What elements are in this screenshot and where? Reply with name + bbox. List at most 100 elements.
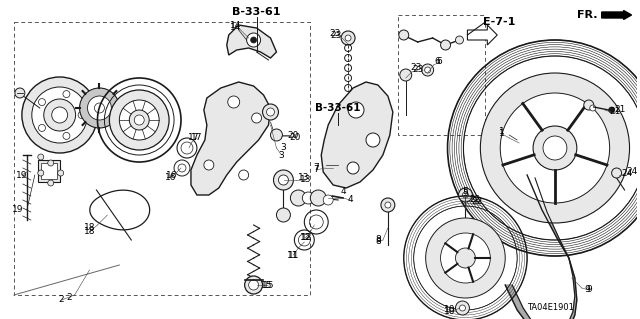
Text: 19: 19 — [16, 170, 28, 180]
Circle shape — [44, 99, 76, 131]
Circle shape — [273, 170, 293, 190]
Text: 23: 23 — [330, 31, 342, 40]
Circle shape — [79, 88, 119, 128]
Bar — [38, 160, 60, 182]
Circle shape — [440, 233, 490, 283]
Circle shape — [119, 100, 159, 140]
Text: B-33-61: B-33-61 — [316, 103, 361, 113]
Circle shape — [543, 136, 567, 160]
Circle shape — [458, 188, 472, 202]
Text: 15: 15 — [260, 280, 272, 290]
Text: 21: 21 — [614, 106, 626, 115]
Circle shape — [52, 107, 68, 123]
Text: 6: 6 — [436, 57, 442, 66]
Text: 17: 17 — [191, 133, 203, 143]
Text: 3: 3 — [278, 151, 284, 160]
Circle shape — [38, 154, 44, 160]
Circle shape — [323, 195, 333, 205]
Circle shape — [481, 73, 630, 223]
Text: 1: 1 — [499, 130, 505, 138]
Bar — [14, 22, 310, 295]
Circle shape — [456, 36, 463, 44]
Circle shape — [426, 218, 505, 298]
Text: 2: 2 — [67, 293, 72, 302]
Circle shape — [88, 96, 111, 120]
Text: 17: 17 — [188, 133, 200, 143]
Text: 6: 6 — [435, 57, 440, 66]
Text: 14: 14 — [230, 23, 241, 32]
Text: 24: 24 — [621, 169, 632, 179]
Circle shape — [345, 35, 351, 41]
Circle shape — [399, 30, 409, 40]
Polygon shape — [467, 25, 497, 45]
Circle shape — [460, 305, 465, 311]
Circle shape — [348, 102, 364, 118]
Circle shape — [129, 110, 149, 130]
Circle shape — [58, 170, 63, 176]
Circle shape — [400, 69, 412, 81]
Circle shape — [500, 93, 610, 203]
Polygon shape — [505, 175, 577, 319]
Circle shape — [134, 115, 144, 125]
Circle shape — [589, 105, 596, 111]
Text: 12: 12 — [300, 234, 311, 242]
Circle shape — [310, 190, 326, 206]
Text: 22: 22 — [470, 196, 481, 204]
Circle shape — [425, 67, 431, 73]
Text: 13: 13 — [298, 174, 309, 182]
Text: 18: 18 — [84, 227, 95, 236]
Text: 13: 13 — [300, 175, 311, 184]
Text: 4: 4 — [348, 196, 353, 204]
FancyArrow shape — [602, 11, 632, 19]
Polygon shape — [321, 82, 393, 188]
Text: 15: 15 — [263, 281, 275, 291]
Circle shape — [612, 168, 621, 178]
Circle shape — [38, 170, 44, 176]
Text: 8: 8 — [375, 238, 381, 247]
Text: 19: 19 — [12, 205, 24, 214]
Text: 1: 1 — [499, 128, 505, 137]
Text: TA04E1901: TA04E1901 — [527, 302, 574, 311]
Text: 3: 3 — [280, 144, 286, 152]
Text: 20: 20 — [288, 130, 299, 139]
Circle shape — [347, 162, 359, 174]
Text: 11: 11 — [287, 250, 299, 259]
Bar — [398, 15, 485, 135]
Circle shape — [22, 77, 97, 153]
Circle shape — [463, 192, 468, 198]
Text: 10: 10 — [444, 308, 455, 316]
Text: 12: 12 — [301, 234, 312, 242]
Circle shape — [48, 160, 54, 166]
Text: 2: 2 — [59, 295, 65, 305]
Text: 18: 18 — [84, 224, 95, 233]
Circle shape — [276, 208, 291, 222]
Text: 20: 20 — [290, 132, 301, 142]
Text: 10: 10 — [444, 306, 455, 315]
Circle shape — [422, 64, 434, 76]
Text: 7: 7 — [314, 166, 319, 174]
Circle shape — [251, 37, 257, 43]
Circle shape — [32, 87, 88, 143]
Text: 9: 9 — [586, 286, 591, 294]
Text: 8: 8 — [375, 235, 381, 244]
Circle shape — [533, 126, 577, 170]
Text: 22: 22 — [472, 197, 483, 206]
Text: E-7-1: E-7-1 — [483, 17, 515, 27]
Circle shape — [252, 113, 262, 123]
Text: FR.: FR. — [577, 10, 597, 20]
Circle shape — [95, 103, 104, 113]
Text: 9: 9 — [584, 286, 589, 294]
Text: 24: 24 — [627, 167, 638, 176]
Polygon shape — [227, 25, 276, 58]
Text: 23: 23 — [410, 63, 421, 72]
Circle shape — [266, 108, 275, 116]
Circle shape — [302, 192, 314, 204]
Circle shape — [456, 248, 476, 268]
Circle shape — [78, 112, 85, 118]
Text: 23: 23 — [330, 28, 341, 38]
Circle shape — [291, 190, 307, 206]
Text: 21: 21 — [609, 108, 620, 116]
Text: 11: 11 — [287, 250, 298, 259]
Circle shape — [244, 276, 262, 294]
Circle shape — [63, 132, 70, 139]
